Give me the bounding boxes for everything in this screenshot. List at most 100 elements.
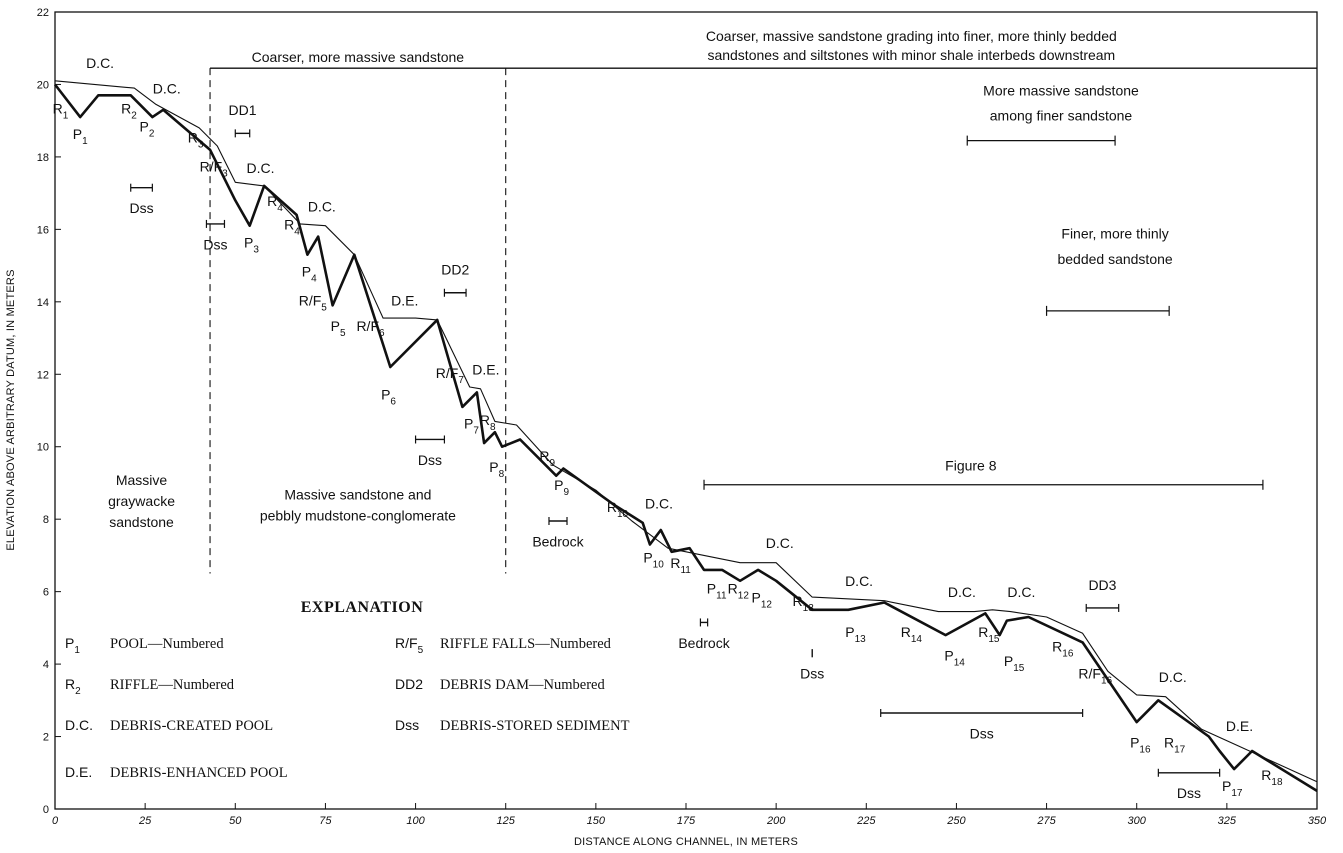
pool-label: D.C. xyxy=(1007,584,1035,600)
feature-label-symbol: R xyxy=(267,193,277,209)
range-markers: DD1 DD2 DD3 Dss Dss Dss Bedrock Bedrock Dss Dss Ds… xyxy=(129,102,1221,801)
feature-label-symbol: R/F xyxy=(299,292,322,308)
explanation-symbol-main: P xyxy=(65,635,74,651)
feature-label-subscript: 11 xyxy=(716,590,727,601)
explanation-symbol-main: D.E. xyxy=(65,764,92,780)
feature-label-subscript: 7 xyxy=(458,375,464,386)
feature-label: R9 xyxy=(539,448,555,469)
range-marker-label: Dss xyxy=(418,452,442,468)
feature-label: R14 xyxy=(901,624,923,645)
x-axis-title: DISTANCE ALONG CHANNEL, IN METERS xyxy=(574,836,798,848)
feature-label: P13 xyxy=(845,624,866,645)
feature-label-symbol: R xyxy=(1164,734,1174,750)
explanation-title: EXPLANATION xyxy=(301,599,424,616)
feature-label-symbol: P xyxy=(139,119,148,135)
y-tick-label: 8 xyxy=(43,514,49,526)
feature-label-symbol: R xyxy=(284,216,294,232)
zone-label: sandstone xyxy=(109,514,174,530)
region-annotations: Coarser, more massive sandstone Coarser, … xyxy=(108,28,1317,574)
feature-label-subscript: 5 xyxy=(340,328,346,339)
feature-label: R10 xyxy=(607,499,629,520)
explanation-symbol-main: DD2 xyxy=(395,676,423,692)
feature-label-symbol: R xyxy=(607,499,617,515)
pool-label: D.C. xyxy=(153,81,181,97)
feature-label: R4 xyxy=(267,193,283,214)
x-tick-label: 250 xyxy=(946,815,966,827)
y-tick-label: 0 xyxy=(43,804,49,816)
feature-label: R/F6 xyxy=(356,318,385,339)
range-marker-label: Bedrock xyxy=(678,635,730,651)
range-marker-label: Dss xyxy=(800,666,824,682)
feature-label-subscript: 12 xyxy=(761,600,773,611)
feature-label-symbol: R xyxy=(480,412,490,428)
pool-label: D.C. xyxy=(308,198,336,214)
top-band-left-label: Coarser, more massive sandstone xyxy=(252,49,465,65)
feature-label-subscript: 7 xyxy=(473,426,479,437)
feature-label-subscript: 9 xyxy=(563,487,569,498)
feature-label: R/F3 xyxy=(200,158,229,179)
feature-label: R11 xyxy=(670,555,691,576)
feature-label-subscript: 15 xyxy=(988,634,1000,645)
feature-label: R16 xyxy=(1052,638,1074,659)
feature-label-subscript: 6 xyxy=(390,397,396,408)
pool-label: D.E. xyxy=(391,292,418,308)
feature-label-subscript: 4 xyxy=(277,203,283,214)
pool-label: D.C. xyxy=(766,535,794,551)
y-tick-label: 4 xyxy=(43,659,49,671)
feature-label: P10 xyxy=(643,550,664,571)
feature-label-symbol: R xyxy=(1261,767,1271,783)
feature-label-symbol: R xyxy=(901,624,911,640)
feature-label-subscript: 8 xyxy=(499,469,505,480)
explanation-symbol-main: Dss xyxy=(395,717,419,733)
feature-label-symbol: R/F xyxy=(436,365,459,381)
x-tick-label: 225 xyxy=(856,815,876,827)
feature-label-symbol: P xyxy=(381,387,390,403)
feature-label-symbol: R xyxy=(53,100,63,116)
feature-label-subscript: 10 xyxy=(653,560,665,571)
feature-label-symbol: R xyxy=(978,624,988,640)
feature-label: P4 xyxy=(302,263,317,284)
x-tick-label: 25 xyxy=(138,815,152,827)
feature-label: R15 xyxy=(978,624,1000,645)
feature-label-symbol: R xyxy=(1052,638,1062,654)
feature-label-subscript: 3 xyxy=(222,168,228,179)
region-span-label: More massive sandstone xyxy=(983,82,1139,98)
explanation-description: DEBRIS DAM—Numbered xyxy=(440,677,605,693)
explanation-legend: EXPLANATION P1 POOL—Numbered R/F5 RIFFLE FAL… xyxy=(65,599,630,781)
pool-label: D.C. xyxy=(645,495,673,511)
feature-label-subscript: 17 xyxy=(1174,744,1186,755)
feature-label-symbol: P xyxy=(331,318,340,334)
channel-bed-line xyxy=(53,83,1318,793)
feature-label: P16 xyxy=(1130,734,1151,755)
feature-label-subscript: 16 xyxy=(1101,676,1113,687)
feature-label: R2 xyxy=(121,100,137,121)
x-tick-label: 125 xyxy=(497,815,516,827)
x-tick-label: 50 xyxy=(229,815,242,827)
feature-label-subscript: 13 xyxy=(855,634,867,645)
feature-label-symbol: R xyxy=(188,129,198,145)
feature-label-symbol: P xyxy=(302,263,311,279)
feature-label-symbol: P xyxy=(244,234,253,250)
feature-label: R/F16 xyxy=(1078,666,1112,687)
x-tick-label: 325 xyxy=(1218,815,1237,827)
range-marker-label: DD2 xyxy=(441,262,469,278)
feature-label: P15 xyxy=(1004,653,1025,674)
explanation-symbol-main: R/F xyxy=(395,635,418,651)
range-marker-label: DD1 xyxy=(228,102,256,118)
explanation-symbol: R2 xyxy=(65,676,81,697)
x-tick-label: 275 xyxy=(1036,815,1056,827)
feature-label: R3 xyxy=(188,129,204,150)
feature-label-subscript: 15 xyxy=(1013,663,1025,674)
x-tick-label: 175 xyxy=(677,815,696,827)
feature-label: R17 xyxy=(1164,734,1186,755)
feature-label-subscript: 14 xyxy=(954,657,966,668)
feature-label-symbol: P xyxy=(944,647,953,663)
explanation-description: DEBRIS-CREATED POOL xyxy=(110,718,273,734)
explanation-symbol: P1 xyxy=(65,635,80,656)
feature-label-symbol: P xyxy=(643,550,652,566)
feature-label-symbol: P xyxy=(554,477,563,493)
feature-label-symbol: R/F xyxy=(1078,666,1101,682)
feature-label: R8 xyxy=(480,412,496,433)
explanation-description: DEBRIS-ENHANCED POOL xyxy=(110,765,288,781)
